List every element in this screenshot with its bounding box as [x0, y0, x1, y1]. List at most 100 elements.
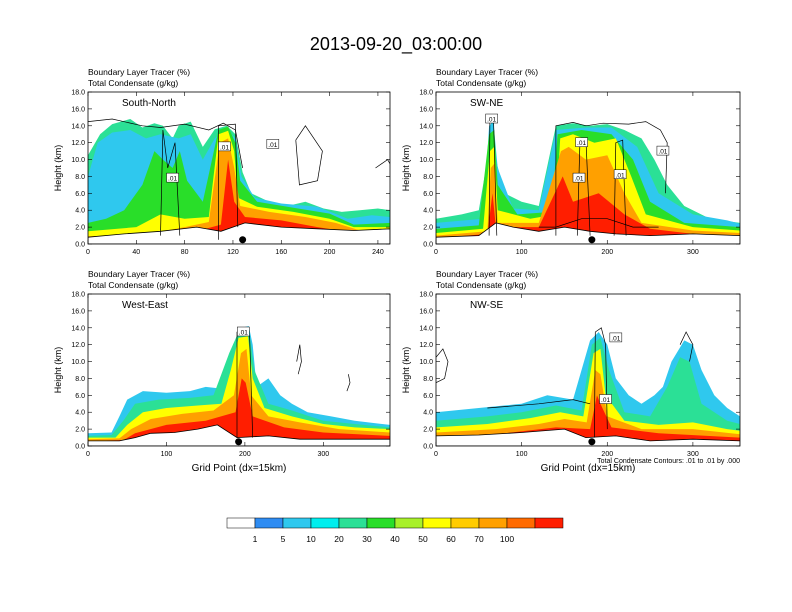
y-tick-label: 8.0 — [423, 174, 433, 181]
panel-label: NW-SE — [470, 300, 503, 311]
colorbar-swatch — [422, 517, 452, 529]
plot-frame — [87, 293, 391, 447]
svg-text:.01: .01 — [220, 144, 229, 151]
plot-frame — [435, 91, 741, 245]
tracer-fill-layer — [88, 130, 390, 244]
y-tick-label: 18.0 — [419, 292, 433, 299]
contour-label: .01 — [237, 326, 250, 337]
condensate-contour — [295, 125, 323, 186]
x-axis-label: Grid Point (dx=15km) — [541, 463, 636, 474]
location-marker — [588, 236, 596, 244]
svg-text:.01: .01 — [611, 335, 620, 342]
panel-3: Boundary Layer Tracer (%)Total Condensat… — [53, 269, 391, 474]
colorbar-swatch — [254, 517, 284, 529]
panel-title-line2: Total Condensate (g/kg) — [88, 280, 178, 290]
colorbar-label: 1 — [253, 534, 258, 544]
svg-text:.01: .01 — [577, 140, 586, 147]
y-tick-label: 4.0 — [75, 208, 85, 215]
terrain — [436, 222, 740, 244]
x-tick-label: 200 — [601, 451, 613, 458]
x-tick-label: 240 — [372, 249, 384, 256]
colorbar-label: 10 — [306, 534, 316, 544]
contour-label: .01 — [572, 172, 586, 183]
x-axis-label: Grid Point (dx=15km) — [192, 463, 287, 474]
colorbar-swatch — [506, 517, 536, 529]
condensate-contour — [679, 331, 694, 362]
panel-title-line2: Total Condensate (g/kg) — [436, 280, 526, 290]
x-tick-label: 100 — [516, 451, 528, 458]
x-tick-label: 200 — [324, 249, 336, 256]
y-tick-label: 16.0 — [419, 106, 433, 113]
y-tick-label: 16.0 — [71, 308, 85, 315]
colorbar-swatch — [282, 517, 312, 529]
colorbar-swatch — [534, 517, 564, 529]
y-tick-label: 10.0 — [419, 359, 433, 366]
y-tick-label: 18.0 — [71, 292, 85, 299]
y-tick-label: 14.0 — [419, 325, 433, 332]
contour-footnote: Total Condensate Contours: .01 to .01 by… — [597, 458, 740, 465]
colorbar-label: 40 — [390, 534, 400, 544]
y-tick-label: 8.0 — [75, 174, 85, 181]
x-tick-label: 100 — [161, 451, 173, 458]
y-tick-label: 10.0 — [71, 359, 85, 366]
y-tick-label: 14.0 — [419, 123, 433, 130]
y-tick-label: 0.0 — [423, 444, 433, 451]
tracer-fill-layer — [436, 348, 740, 446]
contour-label: .01 — [575, 137, 588, 147]
y-tick-label: 12.0 — [419, 140, 433, 147]
colorbar: 1 5 10 20 30 40 50 60 70 100 — [226, 517, 564, 544]
panels-group: Boundary Layer Tracer (%)Total Condensat… — [53, 67, 741, 474]
colorbar-swatch — [338, 517, 368, 529]
plot-frame — [435, 293, 741, 447]
x-tick-label: 100 — [516, 249, 528, 256]
colorbar-label: 60 — [446, 534, 456, 544]
y-tick-label: 2.0 — [423, 225, 433, 232]
y-tick-label: 6.0 — [75, 191, 85, 198]
y-tick-label: 0.0 — [75, 444, 85, 451]
panel-title-line1: Boundary Layer Tracer (%) — [88, 269, 190, 279]
contour-label: .01 — [166, 172, 179, 183]
plot-area: .01 — [88, 326, 390, 446]
panel-label: SW-NE — [470, 98, 503, 109]
panel-title-line1: Boundary Layer Tracer (%) — [88, 67, 190, 77]
y-axis-label: Height (km) — [53, 145, 63, 192]
x-tick-label: 300 — [317, 451, 329, 458]
condensate-contour — [436, 348, 449, 384]
plot-frame — [87, 91, 391, 245]
y-tick-label: 0.0 — [75, 242, 85, 249]
tracer-fill-layer — [436, 146, 740, 244]
condensate-contour — [613, 139, 627, 236]
y-tick-label: 14.0 — [71, 123, 85, 130]
x-tick-label: 300 — [687, 451, 699, 458]
y-tick-label: 16.0 — [419, 308, 433, 315]
colorbar-label: 20 — [334, 534, 344, 544]
y-tick-label: 6.0 — [75, 393, 85, 400]
panel-title-line2: Total Condensate (g/kg) — [436, 78, 526, 88]
condensate-contour — [346, 374, 351, 392]
y-tick-label: 4.0 — [75, 410, 85, 417]
plot-area: .01 .01 — [436, 327, 740, 446]
x-tick-label: 80 — [181, 249, 189, 256]
contour-label: .01 — [485, 113, 498, 124]
contour-label: .01 — [266, 139, 280, 149]
y-tick-label: 18.0 — [71, 90, 85, 97]
y-tick-label: 10.0 — [419, 157, 433, 164]
x-tick-label: 160 — [275, 249, 287, 256]
y-tick-label: 2.0 — [75, 225, 85, 232]
panel-1: Boundary Layer Tracer (%)Total Condensat… — [53, 67, 391, 256]
svg-text:.01: .01 — [574, 176, 583, 183]
plot-area: .01 .01 .01 — [88, 118, 390, 244]
x-tick-label: 0 — [86, 451, 90, 458]
y-tick-label: 12.0 — [71, 342, 85, 349]
colorbar-label: 50 — [418, 534, 428, 544]
tracer-fill-layer — [88, 126, 390, 244]
y-tick-label: 16.0 — [71, 106, 85, 113]
condensate-contour — [88, 118, 243, 169]
y-tick-label: 8.0 — [75, 376, 85, 383]
figure-title: 2013-09-20_03:00:00 — [310, 34, 482, 55]
svg-text:.01: .01 — [658, 149, 667, 156]
y-axis-label: Height (km) — [401, 145, 411, 192]
x-tick-label: 0 — [434, 249, 438, 256]
condensate-contour — [218, 123, 239, 240]
